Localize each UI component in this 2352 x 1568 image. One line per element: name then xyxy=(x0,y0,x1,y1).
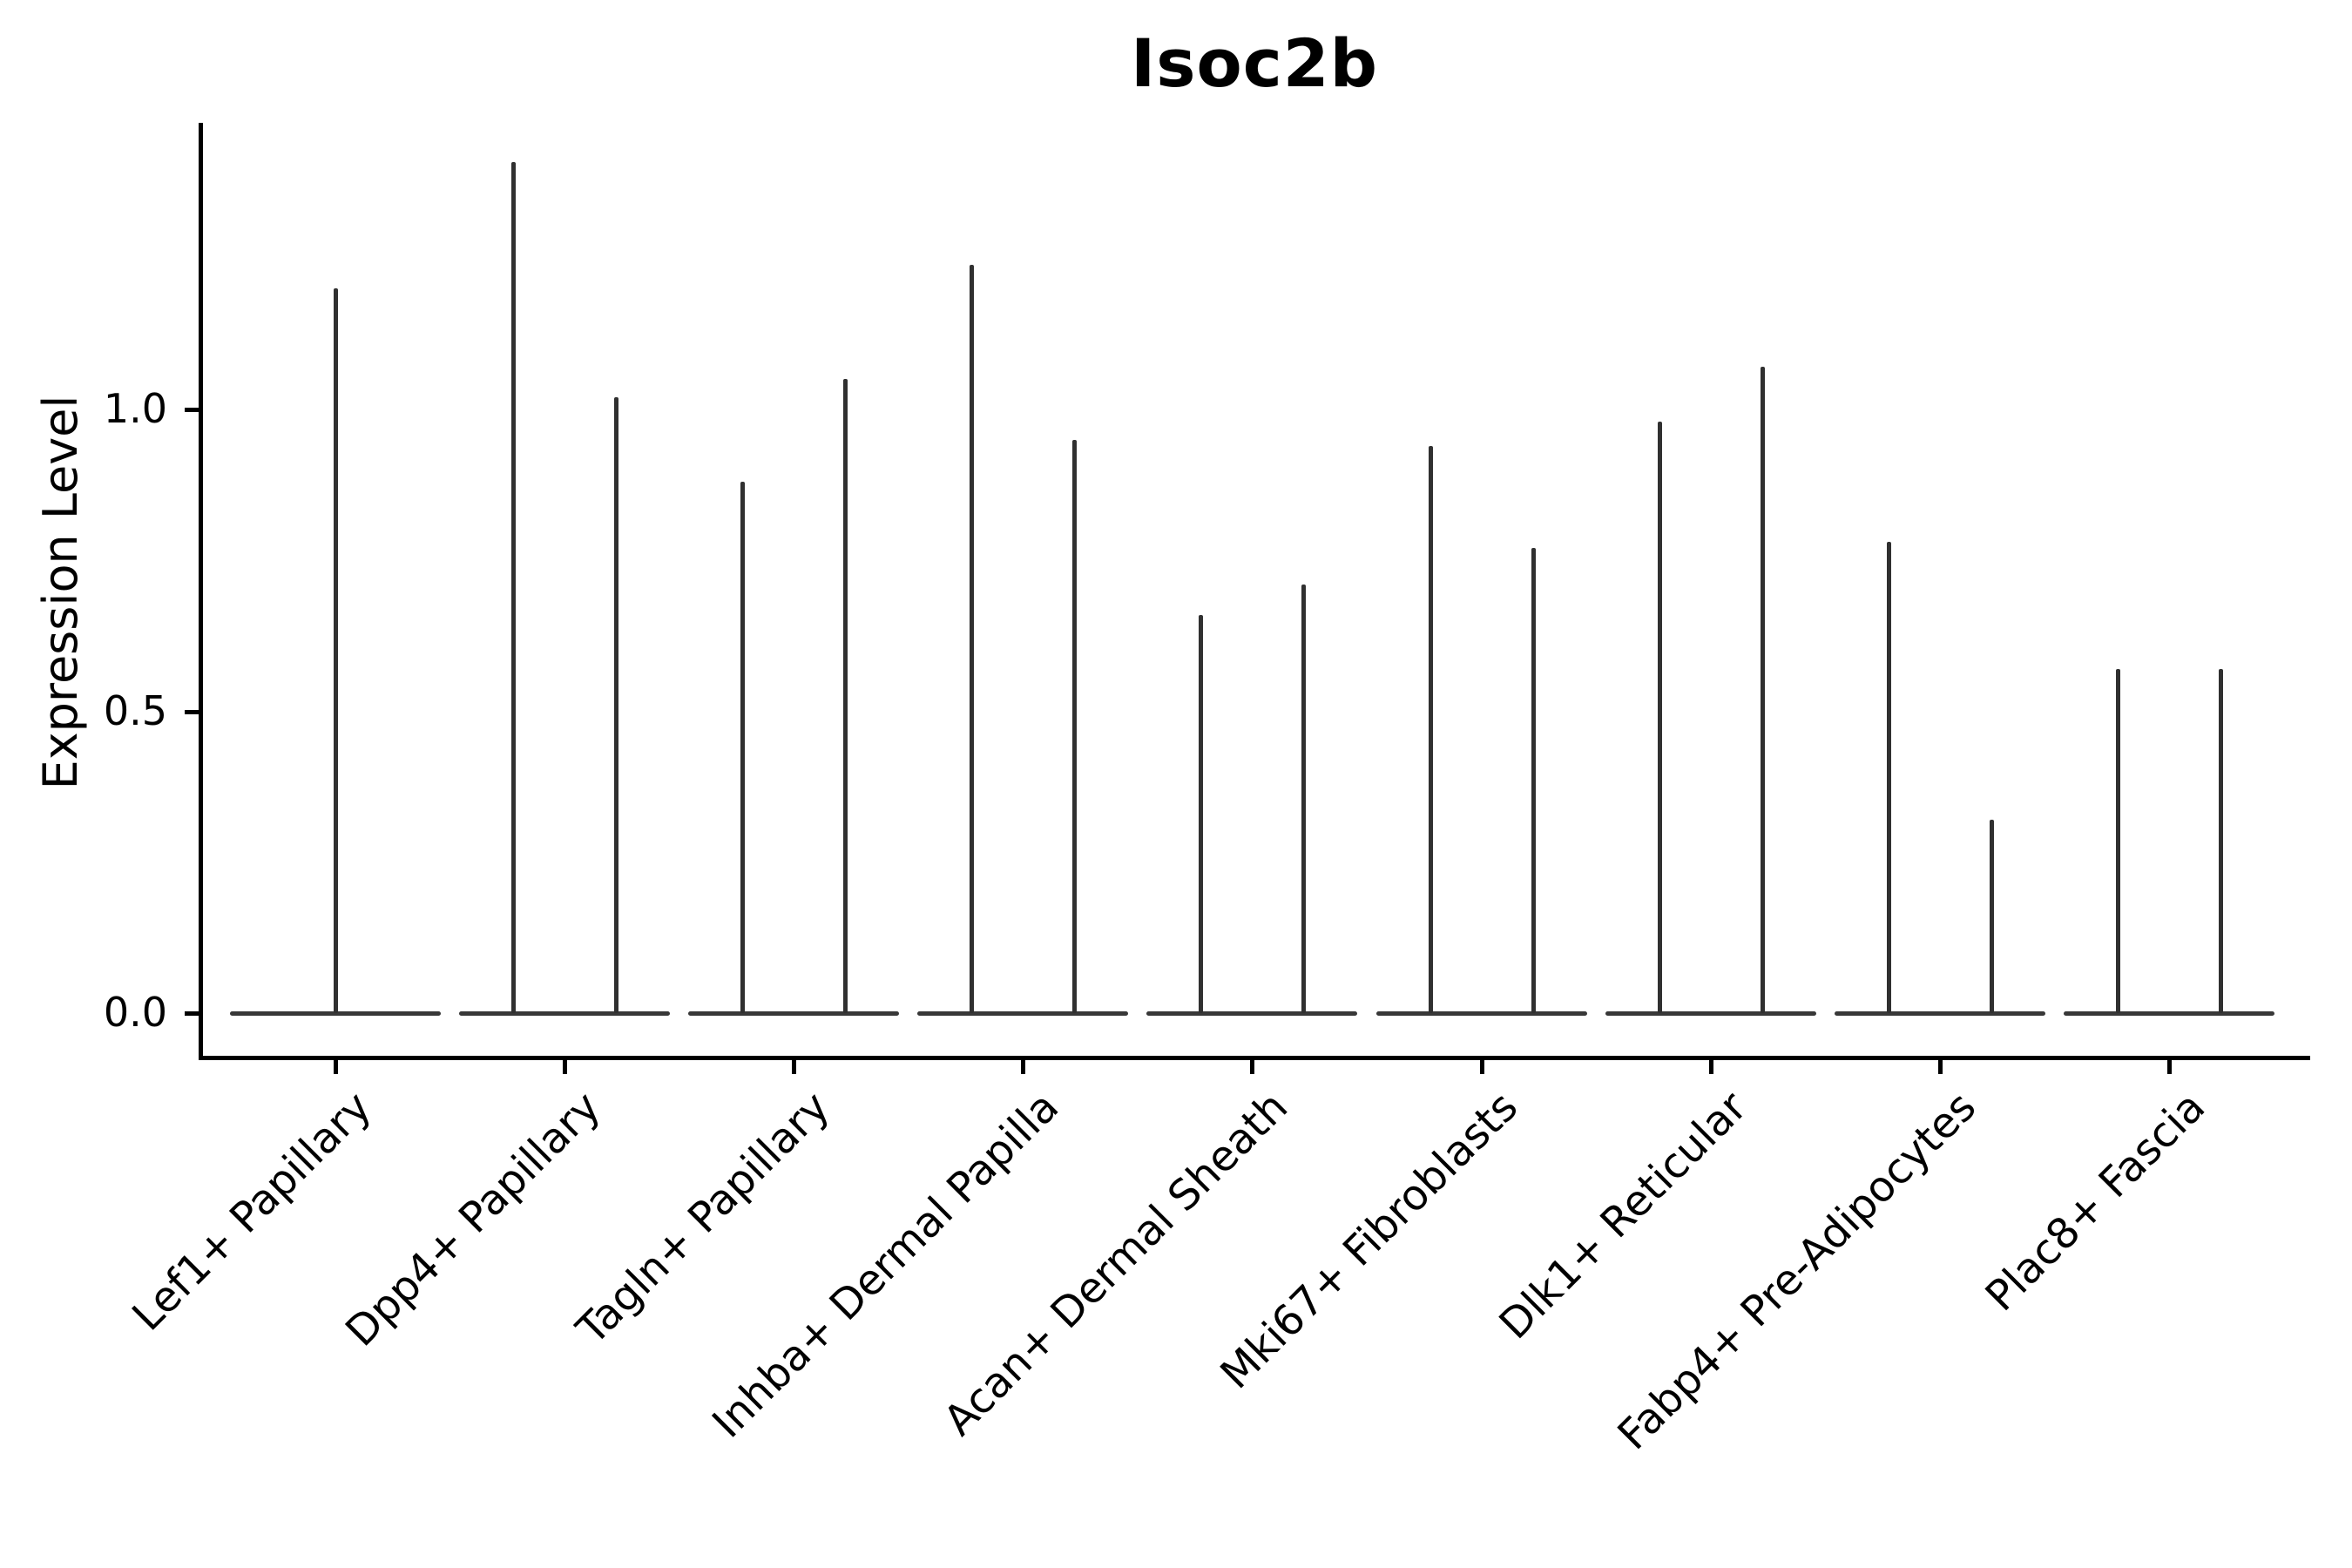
x-tick-label: Acan+ Dermal Sheath xyxy=(935,1082,1298,1446)
x-tick-label: Fabp4+ Pre-Adipocytes xyxy=(1608,1082,1985,1460)
violin-spike xyxy=(970,264,975,1013)
chart-title: Isoc2b xyxy=(1130,24,1379,102)
violin-baseline xyxy=(688,1011,900,1016)
violin-spike xyxy=(2218,668,2223,1013)
y-axis-tick xyxy=(185,408,199,412)
x-axis-tick xyxy=(1479,1060,1484,1074)
y-axis-spine xyxy=(199,123,203,1060)
violin-spike xyxy=(1531,548,1536,1013)
y-tick-label: 0.0 xyxy=(103,989,167,1036)
x-tick-label: Mki67+ Fibroblasts xyxy=(1210,1082,1527,1399)
violin-spike xyxy=(1301,584,1307,1013)
violin-spike xyxy=(843,379,848,1013)
violin-baseline xyxy=(917,1011,1129,1016)
x-axis-tick xyxy=(792,1060,797,1074)
violin-spike xyxy=(1989,820,1994,1013)
x-axis-spine xyxy=(199,1056,2310,1060)
x-axis-tick xyxy=(1937,1060,1943,1074)
violin-spike xyxy=(1199,614,1204,1013)
violin-baseline xyxy=(2063,1011,2274,1016)
x-axis-tick xyxy=(1021,1060,1026,1074)
violin-spike xyxy=(511,161,517,1013)
violin-baseline xyxy=(1146,1011,1358,1016)
violin-spike xyxy=(1760,367,1765,1013)
x-axis-tick xyxy=(1708,1060,1713,1074)
x-axis-tick xyxy=(334,1060,338,1074)
x-tick-label: Dpp4+ Papillary xyxy=(336,1082,611,1356)
y-axis-tick xyxy=(185,1011,199,1016)
violin-spike xyxy=(614,397,619,1013)
x-tick-label: Plac8+ Fascia xyxy=(1976,1082,2214,1321)
violin-spike xyxy=(740,482,746,1013)
x-axis-tick xyxy=(1250,1060,1255,1074)
violin-baseline xyxy=(1834,1011,2045,1016)
x-axis-tick xyxy=(2166,1060,2172,1074)
y-tick-label: 1.0 xyxy=(103,385,167,432)
violin-baseline xyxy=(1375,1011,1587,1016)
violin-spike xyxy=(334,288,338,1013)
x-tick-label: Tagln+ Papillary xyxy=(567,1082,840,1355)
violin-spike xyxy=(1072,439,1078,1013)
y-axis-label: Expression Level xyxy=(33,395,88,790)
x-axis-tick xyxy=(563,1060,568,1074)
violin-baseline xyxy=(1605,1011,1816,1016)
y-tick-label: 0.5 xyxy=(103,686,167,734)
violin-spike xyxy=(1428,445,1433,1013)
violin-spike xyxy=(1657,421,1662,1013)
x-tick-label: Dlk1+ Reticular xyxy=(1490,1082,1756,1349)
y-axis-tick xyxy=(185,709,199,714)
violin-baseline xyxy=(459,1011,671,1016)
violin-spike xyxy=(2115,668,2120,1013)
violin-baseline xyxy=(230,1011,441,1016)
x-tick-label: Inhba+ Dermal Papilla xyxy=(703,1082,1069,1448)
violin-spike xyxy=(1886,542,1891,1013)
